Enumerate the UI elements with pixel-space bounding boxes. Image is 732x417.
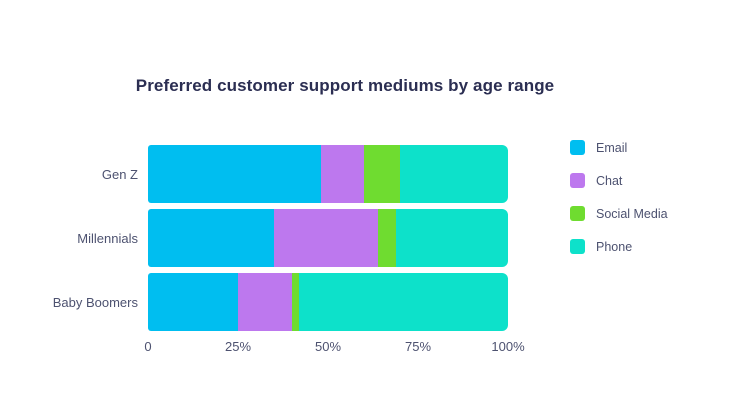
bar-segment-phone: [299, 273, 508, 331]
legend-item-social-media: Social Media: [570, 206, 668, 221]
bar-segment-email: [148, 209, 274, 267]
bar-segment-chat: [320, 145, 364, 203]
category-label: Gen Z: [101, 166, 138, 182]
x-tick-label: 75%: [404, 339, 432, 354]
x-tick-label: 50%: [314, 339, 342, 354]
bar-segment-social-media: [292, 273, 300, 331]
bar-rows: Gen Z Millennials Baby Boomers: [0, 145, 508, 331]
bar-segment-phone: [396, 209, 508, 267]
legend-item-email: Email: [570, 140, 668, 155]
bar-segment-chat: [238, 273, 292, 331]
bar-segment-social-media: [363, 145, 400, 203]
stacked-bar-millennials: [148, 209, 508, 267]
legend-label: Chat: [596, 173, 623, 188]
bar-segment-phone: [399, 145, 508, 203]
legend-label: Social Media: [596, 206, 668, 221]
stacked-bar-gen-z: [148, 145, 508, 203]
legend-swatch-icon: [570, 140, 585, 155]
category-label: Baby Boomers: [52, 294, 138, 310]
x-axis: 0 25% 50% 75% 100%: [144, 339, 524, 355]
x-tick-label: 25%: [224, 339, 252, 354]
x-tick-label: 0: [144, 339, 152, 354]
bar-segment-email: [148, 145, 321, 203]
stacked-bar-baby-boomers: [148, 273, 508, 331]
legend-label: Phone: [596, 239, 633, 254]
legend-item-chat: Chat: [570, 173, 668, 188]
legend-label: Email: [596, 140, 628, 155]
chart-title: Preferred customer support mediums by ag…: [135, 76, 555, 95]
legend-item-phone: Phone: [570, 239, 668, 254]
legend-swatch-icon: [570, 173, 585, 188]
legend-swatch-icon: [570, 206, 585, 221]
category-label: Millennials: [77, 230, 138, 246]
chart-row-millennials: Millennials: [0, 209, 508, 267]
bar-segment-social-media: [378, 209, 397, 267]
chart-row-baby-boomers: Baby Boomers: [0, 273, 508, 331]
legend: Email Chat Social Media Phone: [570, 140, 668, 254]
x-tick-label: 100%: [491, 339, 525, 354]
legend-swatch-icon: [570, 239, 585, 254]
bar-segment-chat: [274, 209, 379, 267]
bar-segment-email: [148, 273, 238, 331]
chart-row-gen-z: Gen Z: [0, 145, 508, 203]
